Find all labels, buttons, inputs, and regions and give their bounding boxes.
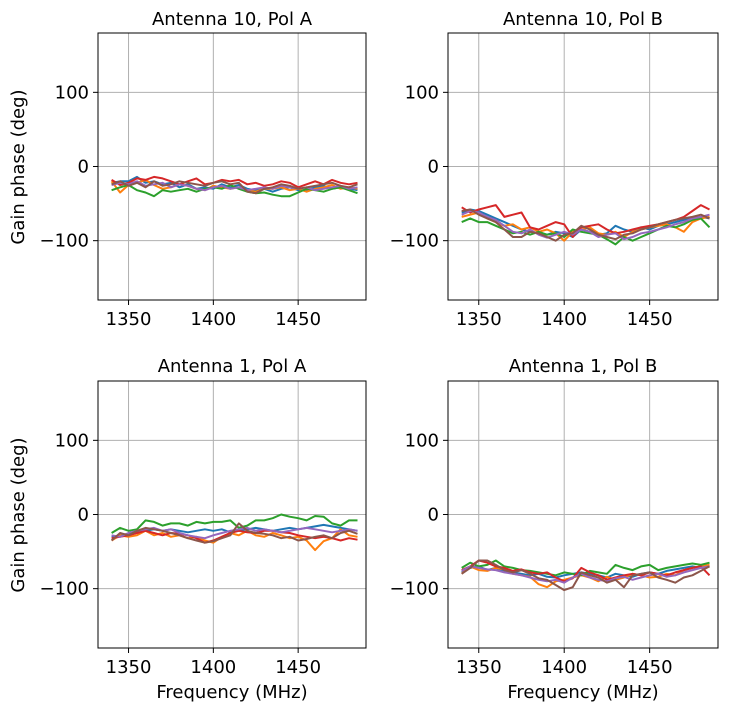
x-tick-label: 1450 [627, 657, 673, 678]
x-tick-label: 1400 [541, 309, 587, 330]
y-tick-label: 0 [428, 157, 439, 178]
series-line-series-5 [461, 210, 710, 241]
x-tick-label: 1450 [627, 309, 673, 330]
series-line-series-5 [461, 565, 710, 584]
series-line-series-4 [111, 175, 358, 189]
y-tick-label: 100 [405, 82, 439, 103]
x-tick-label: 1400 [190, 309, 236, 330]
x-tick-label: 1350 [106, 657, 152, 678]
y-tick-label: −100 [390, 579, 439, 600]
x-tick-label: 1350 [456, 657, 502, 678]
y-axis-label: Gain phase (deg) [8, 437, 29, 592]
y-tick-label: 100 [405, 430, 439, 451]
y-axis-label: Gain phase (deg) [8, 89, 29, 244]
y-tick-label: 0 [78, 505, 89, 526]
series-line-series-6 [110, 522, 358, 544]
series-line-series-6 [461, 559, 710, 592]
series-line-series-6 [461, 208, 710, 242]
y-tick-label: −100 [40, 231, 89, 252]
y-tick-label: 100 [55, 430, 89, 451]
subplot-antenna-1-pol-b: Antenna 1, Pol B 1350 1400 1450 100 0 −100 Fr… [390, 356, 719, 703]
y-tick-label: 0 [78, 157, 89, 178]
x-tick-label: 1400 [190, 657, 236, 678]
x-tick-label: 1450 [275, 657, 321, 678]
y-tick-label: 100 [55, 82, 89, 103]
x-tick-label: 1350 [106, 309, 152, 330]
subplot-title: Antenna 1, Pol B [509, 356, 658, 377]
subplot-title: Antenna 10, Pol B [503, 9, 663, 30]
subplot-antenna-1-pol-a: Antenna 1, Pol A 1350 1400 1450 100 0 −100 Ga… [8, 356, 367, 703]
x-axis-label: Frequency (MHz) [507, 682, 658, 703]
y-tick-label: 0 [428, 505, 439, 526]
subplot-title: Antenna 1, Pol A [158, 356, 307, 377]
series-line-series-4 [461, 559, 711, 583]
y-tick-label: −100 [40, 579, 89, 600]
subplot-antenna-10-pol-a: Antenna 10, Pol A 1350 1400 1450 100 0 −100 G… [8, 9, 367, 330]
series-line-series-5 [111, 180, 358, 192]
x-tick-label: 1350 [456, 309, 502, 330]
series-line-series-6 [111, 180, 358, 195]
x-tick-label: 1400 [541, 657, 587, 678]
x-axis-label: Frequency (MHz) [156, 682, 307, 703]
subplot-title: Antenna 10, Pol A [152, 9, 313, 30]
y-tick-label: −100 [390, 231, 439, 252]
series-line-series-3 [111, 513, 358, 534]
series-line-series-4 [111, 529, 358, 544]
x-tick-label: 1450 [275, 309, 321, 330]
subplot-antenna-10-pol-b: Antenna 10, Pol B 1350 1400 1450 100 0 −100 [390, 9, 719, 330]
series-line-series-2 [111, 528, 358, 552]
